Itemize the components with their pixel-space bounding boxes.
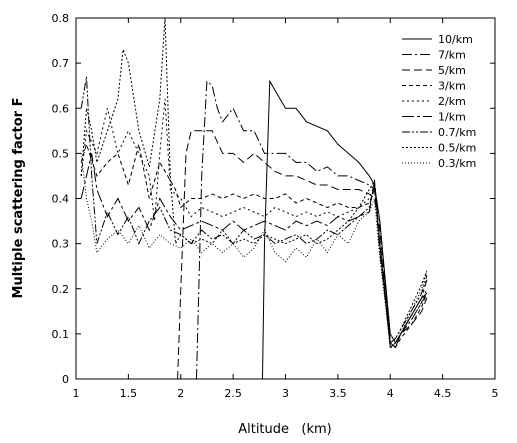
x-tick-label: 3 xyxy=(282,387,289,400)
series-line-1 xyxy=(196,80,428,379)
y-tick-label: 0.6 xyxy=(52,102,70,115)
x-tick-label: 1 xyxy=(73,387,80,400)
plot-area xyxy=(75,17,496,380)
y-tick-label: 0.2 xyxy=(52,283,70,296)
series-line-0 xyxy=(262,79,428,379)
y-tick-label: 0.7 xyxy=(52,57,70,70)
legend-label: 10/km xyxy=(438,33,473,46)
legend-label: 7/km xyxy=(438,49,466,62)
legend-label: 3/km xyxy=(438,80,466,93)
series-group xyxy=(80,18,428,379)
y-tick-label: 0.1 xyxy=(52,328,70,341)
x-tick-label: 3.5 xyxy=(329,387,347,400)
y-tick-label: 0.3 xyxy=(52,238,70,251)
series-line-6 xyxy=(80,76,428,344)
y-tick-label: 0.5 xyxy=(52,147,70,160)
legend-label: 0.5/km xyxy=(438,142,476,155)
y-tick-label: 0 xyxy=(62,373,69,386)
series-line-4 xyxy=(80,99,428,349)
legend: 10/km 7/km 5/km 3/km 2/km 1/km 0.7/km 0.5/km 0.3… xyxy=(402,33,476,170)
series-line-7 xyxy=(80,18,428,344)
y-tick-label: 0.4 xyxy=(52,193,70,206)
x-tick-label: 4 xyxy=(387,387,394,400)
series-line-5 xyxy=(80,153,428,349)
series-line-3 xyxy=(80,142,428,348)
y-axis-ticks: 0 0.1 0.2 0.3 0.4 0.5 0.6 0.7 0.8 xyxy=(52,12,495,386)
x-tick-label: 5 xyxy=(492,387,499,400)
x-tick-label: 1.5 xyxy=(120,387,138,400)
legend-label: 0.7/km xyxy=(438,126,476,139)
legend-label: 5/km xyxy=(438,64,466,77)
legend-label: 2/km xyxy=(438,95,466,108)
x-axis-label: Altitude (km) xyxy=(238,422,332,437)
series-line-2 xyxy=(177,130,428,379)
x-tick-label: 2.5 xyxy=(224,387,242,400)
legend-label: 0.3/km xyxy=(438,157,476,170)
legend-label: 1/km xyxy=(438,111,466,124)
y-axis-label: Multiple scattering factor F xyxy=(11,98,26,299)
x-tick-label: 4.5 xyxy=(434,387,452,400)
y-tick-label: 0.8 xyxy=(52,12,70,25)
plot-frame xyxy=(75,17,496,380)
x-tick-label: 2 xyxy=(177,387,184,400)
x-axis-ticks: 1 1.5 2 2.5 3 3.5 4 4.5 5 xyxy=(73,18,499,400)
